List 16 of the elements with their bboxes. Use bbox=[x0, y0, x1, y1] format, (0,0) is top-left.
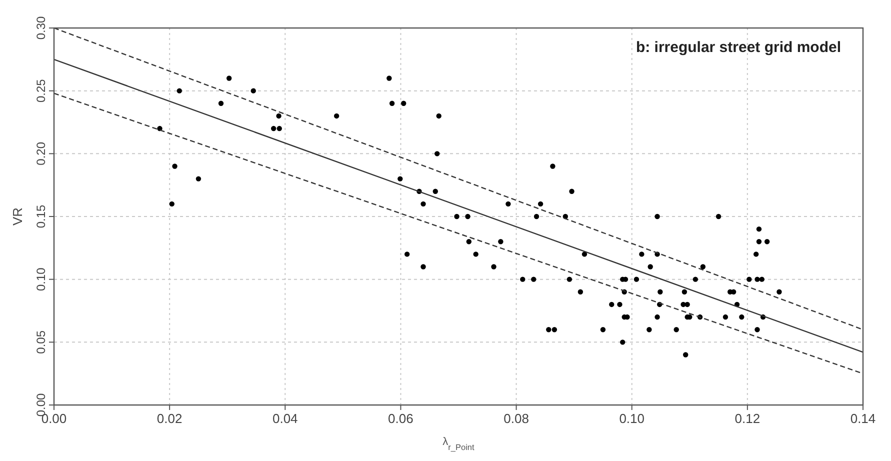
y-tick-label: 0.30 bbox=[34, 16, 48, 40]
x-tick-label: 0.08 bbox=[504, 411, 529, 426]
x-tick-label: 0.06 bbox=[388, 411, 414, 426]
y-tick-label: 0.05 bbox=[34, 330, 48, 354]
x-axis-title: λ$_{r_Point}$ bbox=[442, 436, 476, 452]
y-tick-label: 0.20 bbox=[34, 142, 48, 166]
y-tick-label: 0.25 bbox=[34, 78, 48, 103]
x-tick-label: 0.04 bbox=[272, 411, 298, 426]
x-tick-label: 0.10 bbox=[619, 411, 645, 426]
y-tick-label: 0.15 bbox=[34, 204, 48, 228]
x-tick-label: 0.14 bbox=[850, 411, 876, 426]
y-axis-title: VR bbox=[10, 207, 25, 226]
y-tick-label: 0.10 bbox=[34, 267, 48, 292]
x-tick-label: 0.12 bbox=[734, 411, 760, 426]
annotation: b: irregular street grid model bbox=[636, 39, 841, 56]
x-tick-label: 0.02 bbox=[156, 411, 182, 426]
